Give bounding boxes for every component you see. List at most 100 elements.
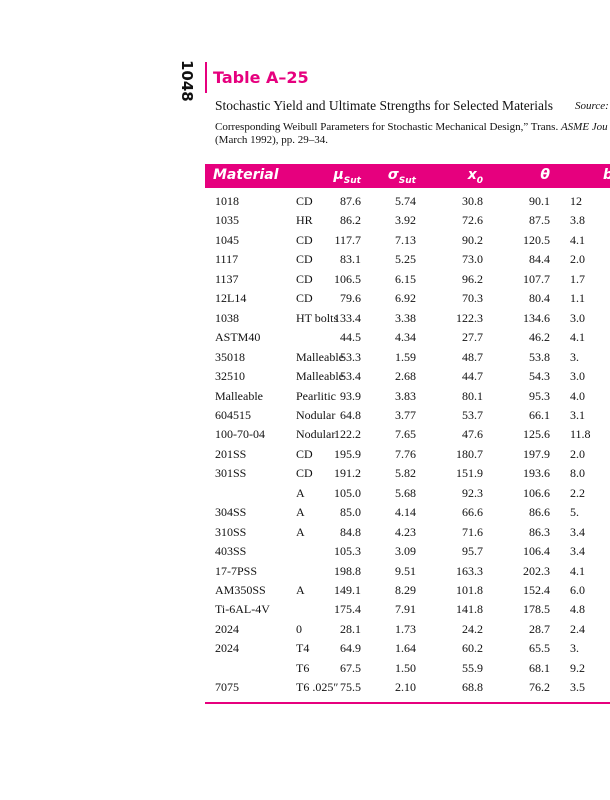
table-cell: 6.15: [395, 271, 416, 286]
table-cell: 152.4: [523, 583, 550, 597]
table-cell: 195.9: [334, 446, 361, 461]
table-cell: 6.0: [570, 583, 585, 597]
table-cell: 4.8: [570, 602, 585, 617]
table-cell: 101.8: [456, 583, 483, 597]
table-cell: 32510: [215, 369, 245, 384]
header-symbol: σ: [387, 167, 399, 183]
table-cell: Malleable: [296, 369, 344, 384]
table-cell: 3.83: [395, 388, 416, 403]
caption: Stochastic Yield and Ultimate Strengths …: [215, 98, 554, 113]
table-cell: 86.6: [529, 505, 550, 520]
table-cell: 122.2: [334, 427, 361, 442]
table-cell: 86.2: [340, 213, 361, 228]
table-cell: 68.8: [462, 680, 483, 695]
table-cell: 79.6: [340, 291, 361, 306]
table-cell: 3.77: [395, 407, 416, 422]
table-cell: 2.2: [570, 485, 585, 500]
table-cell: T6 .025″: [296, 680, 339, 695]
table-cell: 7.76: [395, 446, 416, 461]
table-cell: 30.8: [462, 194, 483, 208]
table-cell: CD: [296, 446, 313, 461]
table-cell: 9.2: [570, 660, 585, 675]
table-cell: 64.9: [340, 641, 361, 656]
table-cell: 1117: [215, 252, 239, 267]
table-cell: 53.8: [529, 349, 550, 364]
table-cell: 53.3: [340, 349, 361, 364]
table-cell: CD: [296, 271, 313, 286]
table-cell: 3.0: [570, 369, 585, 384]
table-cell: 1.7: [570, 271, 585, 286]
table-cell: 70.3: [462, 291, 483, 306]
table-cell: 17-7PSS: [215, 563, 258, 578]
table-cell: 198.8: [334, 563, 361, 578]
table-cell: 2024: [215, 641, 239, 656]
table-cell: 87.5: [529, 213, 550, 228]
table-cell: 84.8: [340, 524, 361, 539]
table-cell: 66.1: [529, 407, 550, 422]
table-cell: 141.8: [456, 602, 483, 617]
table-cell: 12L14: [215, 291, 247, 306]
header-symbol: Material: [213, 167, 279, 183]
table-cell: 1038: [215, 310, 239, 325]
table-cell: 80.4: [529, 291, 550, 306]
caption-text: Corresponding Weibull Parameters for Sto…: [215, 121, 559, 133]
table-cell: 122.3: [456, 310, 483, 325]
table-cell: 2.10: [395, 680, 416, 695]
header-band: [205, 164, 610, 188]
table-cell: 55.9: [462, 660, 483, 675]
table-cell: CD: [296, 194, 313, 208]
table-cell: AM350SS: [215, 583, 266, 597]
table-cell: 11.8: [570, 427, 591, 442]
table-cell: 5.82: [395, 466, 416, 481]
table-cell: 7.13: [395, 232, 416, 247]
table-cell: 149.1: [334, 583, 361, 597]
table-cell: 310SS: [215, 524, 247, 539]
table-cell: 4.34: [395, 330, 416, 345]
bottom-rule: [205, 702, 610, 704]
table-cell: 95.3: [529, 388, 550, 403]
table-cell: 6.92: [395, 291, 416, 306]
table-cell: HR: [296, 213, 313, 228]
table-cell: 28.1: [340, 621, 361, 636]
table-cell: 1018: [215, 194, 239, 208]
table-cell: 2024: [215, 621, 239, 636]
table-cell: 4.1: [570, 563, 585, 578]
table-cell: 67.5: [340, 660, 361, 675]
table-cell: 86.3: [529, 524, 550, 539]
table-cell: 197.9: [523, 446, 550, 461]
table-cell: 3.92: [395, 213, 416, 228]
table-cell: 304SS: [215, 505, 247, 520]
table-cell: T4: [296, 641, 310, 656]
table-cell: 75.5: [340, 680, 361, 695]
header-symbol: b: [603, 167, 610, 183]
table-cell: 7.65: [395, 427, 416, 442]
table-cell: 5.74: [395, 194, 416, 208]
table-cell: 4.23: [395, 524, 416, 539]
table-cell: 106.6: [523, 485, 550, 500]
table-cell: T6: [296, 660, 310, 675]
table-cell: 90.1: [529, 194, 550, 208]
header-symbol: θ: [540, 167, 550, 183]
table-cell: 46.2: [529, 330, 550, 345]
table-cell: ASTM40: [215, 330, 261, 345]
table-cell: 44.7: [462, 369, 483, 384]
header-subscript: Sut: [343, 175, 361, 186]
table-cell: 403SS: [215, 544, 247, 559]
header-symbol: μ: [333, 167, 344, 183]
table-cell: 4.14: [395, 505, 416, 520]
table-cell: 107.7: [523, 271, 550, 286]
table-cell: 47.6: [462, 427, 483, 442]
table-cell: 1035: [215, 213, 239, 228]
table-cell: 125.6: [523, 427, 550, 442]
table-cell: Nodular: [296, 407, 336, 422]
table-cell: 3.5: [570, 680, 585, 695]
table-cell: Pearlitic: [296, 388, 336, 403]
table-cell: 48.7: [462, 349, 483, 364]
table-cell: 96.2: [462, 271, 483, 286]
table-cell: 106.4: [523, 544, 550, 559]
table-cell: 2.4: [570, 621, 585, 636]
table-cell: 117.7: [334, 232, 361, 247]
caption-italic: ASME Jou: [560, 121, 608, 133]
table-cell: 4.1: [570, 232, 585, 247]
table-cell: 12: [570, 194, 582, 208]
